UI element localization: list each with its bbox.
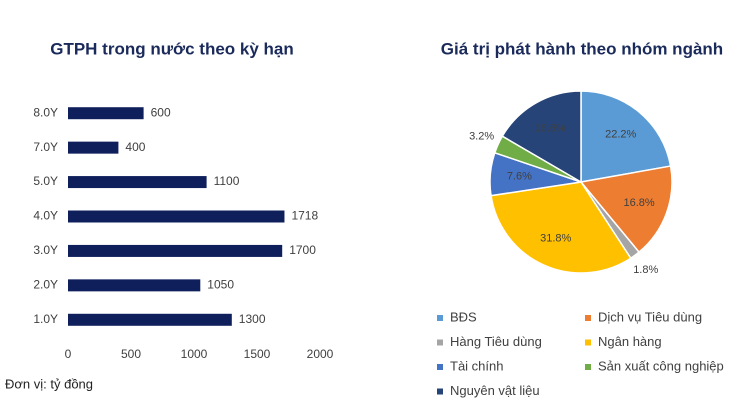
legend-label: Tài chính: [450, 358, 503, 373]
y-tick-label: 4.0Y: [33, 209, 58, 223]
slice-label: 7.6%: [507, 170, 532, 182]
value-label: 1100: [214, 174, 240, 188]
value-label: 1050: [207, 278, 234, 292]
x-tick-label: 2000: [307, 347, 334, 361]
legend-marker: [437, 315, 443, 321]
bar: [68, 279, 201, 292]
y-tick-label: 7.0Y: [33, 140, 58, 154]
legend-label: BĐS: [450, 309, 477, 324]
y-tick-label: 1.0Y: [33, 312, 58, 326]
x-tick-label: 1500: [244, 347, 271, 361]
bar: [68, 176, 207, 189]
legend-label: Dịch vụ Tiêu dùng: [598, 309, 702, 324]
bar: [68, 313, 232, 326]
slice-label: 16.8%: [623, 197, 654, 209]
value-label: 1718: [291, 209, 318, 223]
y-tick-label: 5.0Y: [33, 174, 58, 188]
slice-label: 3.2%: [469, 131, 494, 143]
legend-marker: [585, 315, 591, 321]
legend-marker: [437, 339, 443, 346]
value-label: 400: [125, 140, 145, 154]
x-tick-label: 1000: [181, 347, 208, 361]
pie-slice: [579, 165, 673, 254]
y-tick-label: 2.0Y: [33, 278, 58, 292]
y-tick-label: 8.0Y: [33, 105, 58, 119]
slice-label: 22.2%: [605, 128, 636, 140]
bar: [68, 141, 119, 154]
legend-marker: [437, 388, 443, 395]
legend-label: Ngân hàng: [598, 334, 662, 349]
x-tick-label: 0: [65, 347, 72, 361]
pie-chart-title: Giá trị phát hành theo nhóm ngành: [441, 39, 723, 58]
x-tick-label: 500: [121, 347, 141, 361]
pie-slice: [501, 90, 582, 184]
pie-slice: [580, 90, 672, 183]
bar: [68, 244, 283, 257]
value-label: 1300: [239, 312, 266, 326]
legend-marker: [585, 339, 591, 346]
bar: [68, 210, 285, 223]
bar: [68, 107, 144, 120]
legend-marker: [437, 364, 443, 370]
bar-chart-title: GTPH trong nước theo kỳ hạn: [50, 39, 294, 58]
pie-slice: [490, 181, 632, 274]
slice-label: 1.8%: [633, 264, 658, 276]
legend-label: Nguyên vật liệu: [450, 383, 540, 398]
unit-note: Đơn vị: tỷ đồng: [5, 376, 93, 391]
legend-label: Sản xuất công nghiệp: [598, 358, 724, 373]
slice-label: 16.6%: [535, 122, 566, 134]
value-label: 600: [151, 105, 171, 119]
legend-label: Hàng Tiêu dùng: [450, 334, 542, 349]
slice-label: 31.8%: [540, 232, 571, 244]
y-tick-label: 3.0Y: [33, 243, 58, 257]
value-label: 1700: [289, 243, 316, 257]
legend-marker: [585, 364, 591, 370]
